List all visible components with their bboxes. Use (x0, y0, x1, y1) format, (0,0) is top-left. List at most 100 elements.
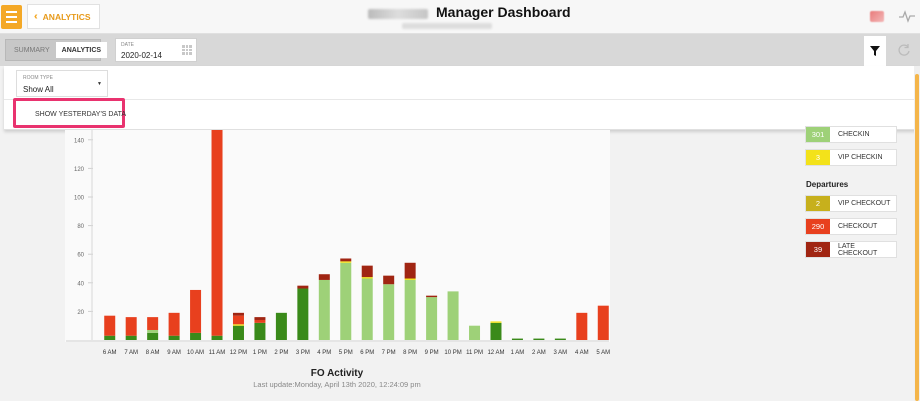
x-tick-label: 1 AM (511, 350, 525, 356)
calendar-icon[interactable] (182, 45, 192, 55)
filter-button[interactable] (864, 36, 886, 66)
bar-segment-late-checkout (318, 274, 330, 280)
bar-segment-checkin-light (383, 284, 395, 340)
date-picker[interactable]: DATE 2020-02-14 (115, 38, 197, 62)
legend-checkout-label: CHECKOUT (838, 223, 878, 230)
legend-vip-checkin-value: 3 (806, 150, 830, 165)
x-tick-label: 2 AM (532, 350, 546, 356)
bar-segment-checkin-dark (533, 338, 545, 340)
bar-segment-late-checkout (232, 312, 244, 316)
tab-summary[interactable]: SUMMARY (14, 46, 50, 54)
bar-segment-checkin-dark (511, 338, 523, 340)
y-tick-label: 100 (74, 196, 85, 202)
x-tick-label: 7 AM (124, 350, 138, 356)
fo-activity-chart: 20 40 60 80 100 120 140 6 AM 7 AM 8 AM 9 AM 10 AM 11… (65, 130, 610, 356)
caret-down-icon: ▼ (97, 81, 102, 87)
legend-checkin[interactable]: 301 CHECKIN (805, 126, 897, 143)
bar-segment-late-checkout (383, 275, 395, 285)
chart-plot-area (65, 130, 610, 342)
bar-segment-checkin-light (318, 279, 330, 340)
x-tick-label: 8 PM (403, 350, 417, 356)
page-title: Manager Dashboard (436, 4, 571, 20)
x-tick-label: 11 PM (466, 350, 483, 356)
bar-segment-late-checkout (254, 317, 266, 320)
bar-segment-checkin-dark (232, 325, 244, 340)
x-tick-label: 3 AM (554, 350, 568, 356)
x-tick-label: 5 AM (596, 350, 610, 356)
tab-analytics[interactable]: ANALYTICS (55, 42, 108, 58)
double-chevron-left-icon: ‹‹ (34, 11, 37, 22)
bar-segment-late-checkout (404, 262, 416, 279)
bar-segment-checkout (104, 315, 116, 336)
x-tick-label: 5 PM (339, 350, 353, 356)
legend-vip-checkout[interactable]: 2 VIP CHECKOUT (805, 195, 897, 212)
x-tick-label: 10 AM (187, 350, 204, 356)
date-value: 2020-02-14 (121, 51, 162, 60)
x-tick-label: 4 PM (317, 350, 331, 356)
subtitle-redacted (402, 23, 492, 29)
legend-vip-checkout-value: 2 (806, 196, 830, 211)
y-tick-label: 60 (77, 253, 84, 259)
bar-segment-checkout (254, 319, 266, 323)
chart-title: FO Activity (310, 368, 364, 379)
bar-segment-checkout (168, 312, 180, 336)
bar-segment-checkin-dark (147, 332, 159, 340)
menu-icon-line (6, 11, 17, 13)
user-avatar[interactable] (870, 11, 884, 22)
hotel-name-redacted (368, 9, 428, 19)
x-tick-label: 12 AM (487, 350, 504, 356)
bar-segment-checkin-light (340, 262, 352, 340)
pulse-activity-icon[interactable] (899, 9, 915, 23)
y-tick-label: 140 (74, 138, 85, 144)
bar-segment-late-checkout (297, 285, 309, 289)
x-tick-label: 10 PM (444, 350, 461, 356)
legend-late-checkout[interactable]: 39 LATE CHECKOUT (805, 241, 897, 258)
x-tick-label: 8 AM (146, 350, 160, 356)
bar-segment-checkin-light (361, 278, 373, 340)
bar-segment-checkin-dark (190, 332, 202, 340)
bar-segment-checkin-dark (125, 335, 137, 340)
room-type-select[interactable]: ROOM TYPE Show All ▼ (16, 70, 108, 97)
legend-checkout[interactable]: 290 CHECKOUT (805, 218, 897, 235)
bar-segment-late-checkout (340, 258, 352, 262)
analytics-nav-label: ANALYTICS (42, 11, 91, 22)
refresh-icon (898, 44, 910, 56)
legend-checkin-value: 301 (806, 127, 830, 142)
legend-late-checkout-value: 39 (806, 242, 830, 257)
menu-icon-line (6, 21, 17, 23)
bar-segment-checkout (232, 315, 244, 325)
date-label: DATE (121, 42, 134, 48)
scrollbar-thumb[interactable] (915, 74, 919, 401)
legend-checkin-label: CHECKIN (838, 131, 870, 138)
bar-segment-checkin-dark (490, 322, 502, 340)
bar-segment-vip-checkin (490, 321, 502, 323)
view-toggle: SUMMARY ANALYTICS (5, 39, 108, 61)
x-tick-label: 6 AM (103, 350, 117, 356)
bar-segment-vip-checkin (404, 278, 416, 280)
bar-segment-checkin-light (147, 329, 159, 333)
legend-vip-checkin-label: VIP CHECKIN (838, 154, 883, 161)
y-tick-label: 120 (74, 167, 85, 173)
bar-segment-checkin-dark (211, 335, 223, 340)
show-yesterday-checkbox[interactable]: SHOW YESTERDAY'S DATA (13, 98, 126, 128)
refresh-button[interactable] (893, 40, 915, 60)
x-tick-label: 9 AM (167, 350, 181, 356)
x-tick-label: 4 AM (575, 350, 589, 356)
x-tick-label: 9 PM (425, 350, 439, 356)
page-title-area: Manager Dashboard (360, 3, 571, 33)
toolbar: SUMMARY ANALYTICS DATE 2020-02-14 (0, 34, 920, 66)
bar-segment-checkin-light (426, 297, 438, 340)
hamburger-menu-button[interactable] (1, 5, 22, 29)
x-tick-label: 7 PM (382, 350, 396, 356)
analytics-nav-button[interactable]: ‹‹ ANALYTICS (27, 4, 100, 29)
legend-late-checkout-label: LATE CHECKOUT (837, 242, 878, 257)
funnel-icon (870, 46, 880, 56)
filter-panel: ROOM TYPE Show All ▼ SHOW YESTERDAY'S DA… (4, 66, 918, 130)
bar-segment-checkin-light (404, 279, 416, 340)
bar-segment-checkin-dark (104, 335, 116, 340)
bar-segment-checkout (597, 305, 609, 340)
legend-vip-checkin[interactable]: 3 VIP CHECKIN (805, 149, 897, 166)
bar-segment-checkin-dark (275, 312, 287, 340)
top-header: ‹‹ ANALYTICS Manager Dashboard (0, 0, 920, 34)
x-tick-label: 11 AM (209, 350, 226, 356)
